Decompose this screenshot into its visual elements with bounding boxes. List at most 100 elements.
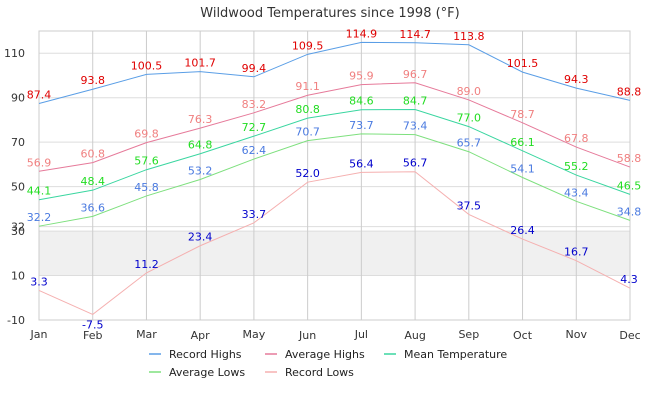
data-label: 46.5 [617, 179, 642, 192]
legend: Record Highs Average Highs Mean Temperatur… [149, 348, 507, 379]
data-label: 56.9 [27, 156, 52, 169]
data-label: 87.4 [27, 88, 52, 101]
x-tick-label: May [243, 328, 266, 341]
data-label: 44.1 [27, 185, 52, 198]
plot-border [38, 30, 631, 321]
series-lines [38, 41, 631, 316]
x-tick-label: Apr [191, 329, 211, 342]
x-tick-label: Sep [458, 328, 479, 341]
y-tick-label: 32 [11, 221, 25, 234]
y-tick-label: 30 [11, 225, 25, 238]
data-labels: 87.4 93.8 100.5 101.7 99.4 109.5 114.9 114.7 113… [27, 27, 642, 331]
data-label: 36.6 [80, 201, 105, 214]
x-tick-label: Feb [83, 329, 102, 342]
data-label: 70.7 [295, 126, 320, 139]
data-label: 66.1 [510, 136, 535, 149]
data-label: 67.8 [564, 132, 589, 145]
data-label: 65.7 [457, 137, 482, 150]
data-label: 76.3 [188, 113, 213, 126]
data-label: 57.6 [134, 155, 159, 168]
grid-lines [38, 30, 631, 321]
data-label: 94.3 [564, 73, 589, 86]
legend-entry: Average Highs [285, 348, 365, 361]
data-label: 113.8 [453, 30, 485, 43]
data-label: 69.8 [134, 128, 159, 141]
freezing-band-rect [39, 231, 630, 276]
x-axis: Jan Feb Mar Apr May Jun Jul Aug Sep Oct Nov Dec [30, 328, 641, 342]
data-label: 83.2 [242, 98, 267, 111]
data-label: 109.5 [292, 39, 324, 52]
series-line [38, 41, 631, 104]
data-label: 56.4 [349, 157, 374, 170]
data-label: 114.9 [346, 27, 378, 40]
series-line [38, 82, 631, 172]
data-label: -7.5 [82, 318, 103, 331]
data-label: 3.3 [30, 275, 48, 288]
legend-entry: Average Lows [169, 366, 245, 379]
data-label: 54.1 [510, 163, 535, 176]
data-label: 73.7 [349, 119, 374, 132]
y-tick-label: 110 [4, 47, 25, 60]
data-label: 77.0 [457, 112, 482, 125]
freezing-band [39, 231, 630, 276]
data-label: 52.0 [295, 167, 320, 180]
data-label: 89.0 [457, 85, 482, 98]
data-label: 114.7 [399, 28, 431, 41]
data-label: 45.8 [134, 181, 159, 194]
data-label: 16.7 [564, 246, 589, 259]
x-tick-label: Mar [136, 328, 157, 341]
data-label: 101.5 [507, 57, 539, 70]
data-label: 34.8 [617, 205, 642, 218]
data-label: 58.8 [617, 152, 642, 165]
data-label: 23.4 [188, 231, 213, 244]
x-tick-label: Jul [354, 328, 368, 341]
x-tick-label: Aug [404, 329, 425, 342]
data-label: 55.2 [564, 160, 589, 173]
series-line [38, 108, 631, 201]
data-label: 99.4 [242, 62, 267, 75]
data-label: 64.8 [188, 139, 213, 152]
legend-entry: Record Lows [285, 366, 354, 379]
series-line [38, 171, 631, 316]
data-label: 91.1 [295, 80, 320, 93]
data-label: 84.6 [349, 95, 374, 108]
data-label: 26.4 [510, 224, 535, 237]
data-label: 100.5 [131, 59, 163, 72]
data-label: 96.7 [403, 68, 428, 81]
data-label: 73.4 [403, 120, 428, 133]
y-tick-label: 90 [11, 92, 25, 105]
y-tick-label: 70 [11, 136, 25, 149]
data-label: 60.8 [80, 148, 105, 161]
data-label: 80.8 [295, 103, 320, 116]
x-tick-label: Nov [566, 328, 588, 341]
chart-title: Wildwood Temperatures since 1998 (°F) [200, 6, 459, 21]
data-label: 33.7 [242, 208, 267, 221]
legend-entry: Mean Temperature [404, 348, 507, 361]
x-tick-label: Jun [298, 329, 316, 342]
y-tick-label: 50 [11, 181, 25, 194]
data-label: 56.7 [403, 157, 428, 170]
data-label: 95.9 [349, 70, 374, 83]
data-label: 43.4 [564, 186, 589, 199]
data-label: 62.4 [242, 144, 267, 157]
data-label: 53.2 [188, 165, 213, 178]
data-label: 37.5 [457, 199, 482, 212]
data-label: 78.7 [510, 108, 535, 121]
legend-entry: Record Highs [169, 348, 242, 361]
x-tick-label: Jan [30, 328, 48, 341]
y-tick-label: 10 [11, 270, 25, 283]
y-tick-label: -10 [7, 314, 25, 327]
data-label: 72.7 [242, 121, 267, 134]
x-tick-label: Dec [619, 329, 640, 342]
data-label: 101.7 [184, 57, 216, 70]
series-line [38, 133, 631, 227]
data-label: 32.2 [27, 211, 52, 224]
data-label: 88.8 [617, 85, 642, 98]
data-label: 93.8 [80, 74, 105, 87]
data-label: 11.2 [134, 258, 159, 271]
data-label: 4.3 [620, 273, 638, 286]
x-tick-label: Oct [513, 329, 533, 342]
data-label: 84.7 [403, 94, 428, 107]
